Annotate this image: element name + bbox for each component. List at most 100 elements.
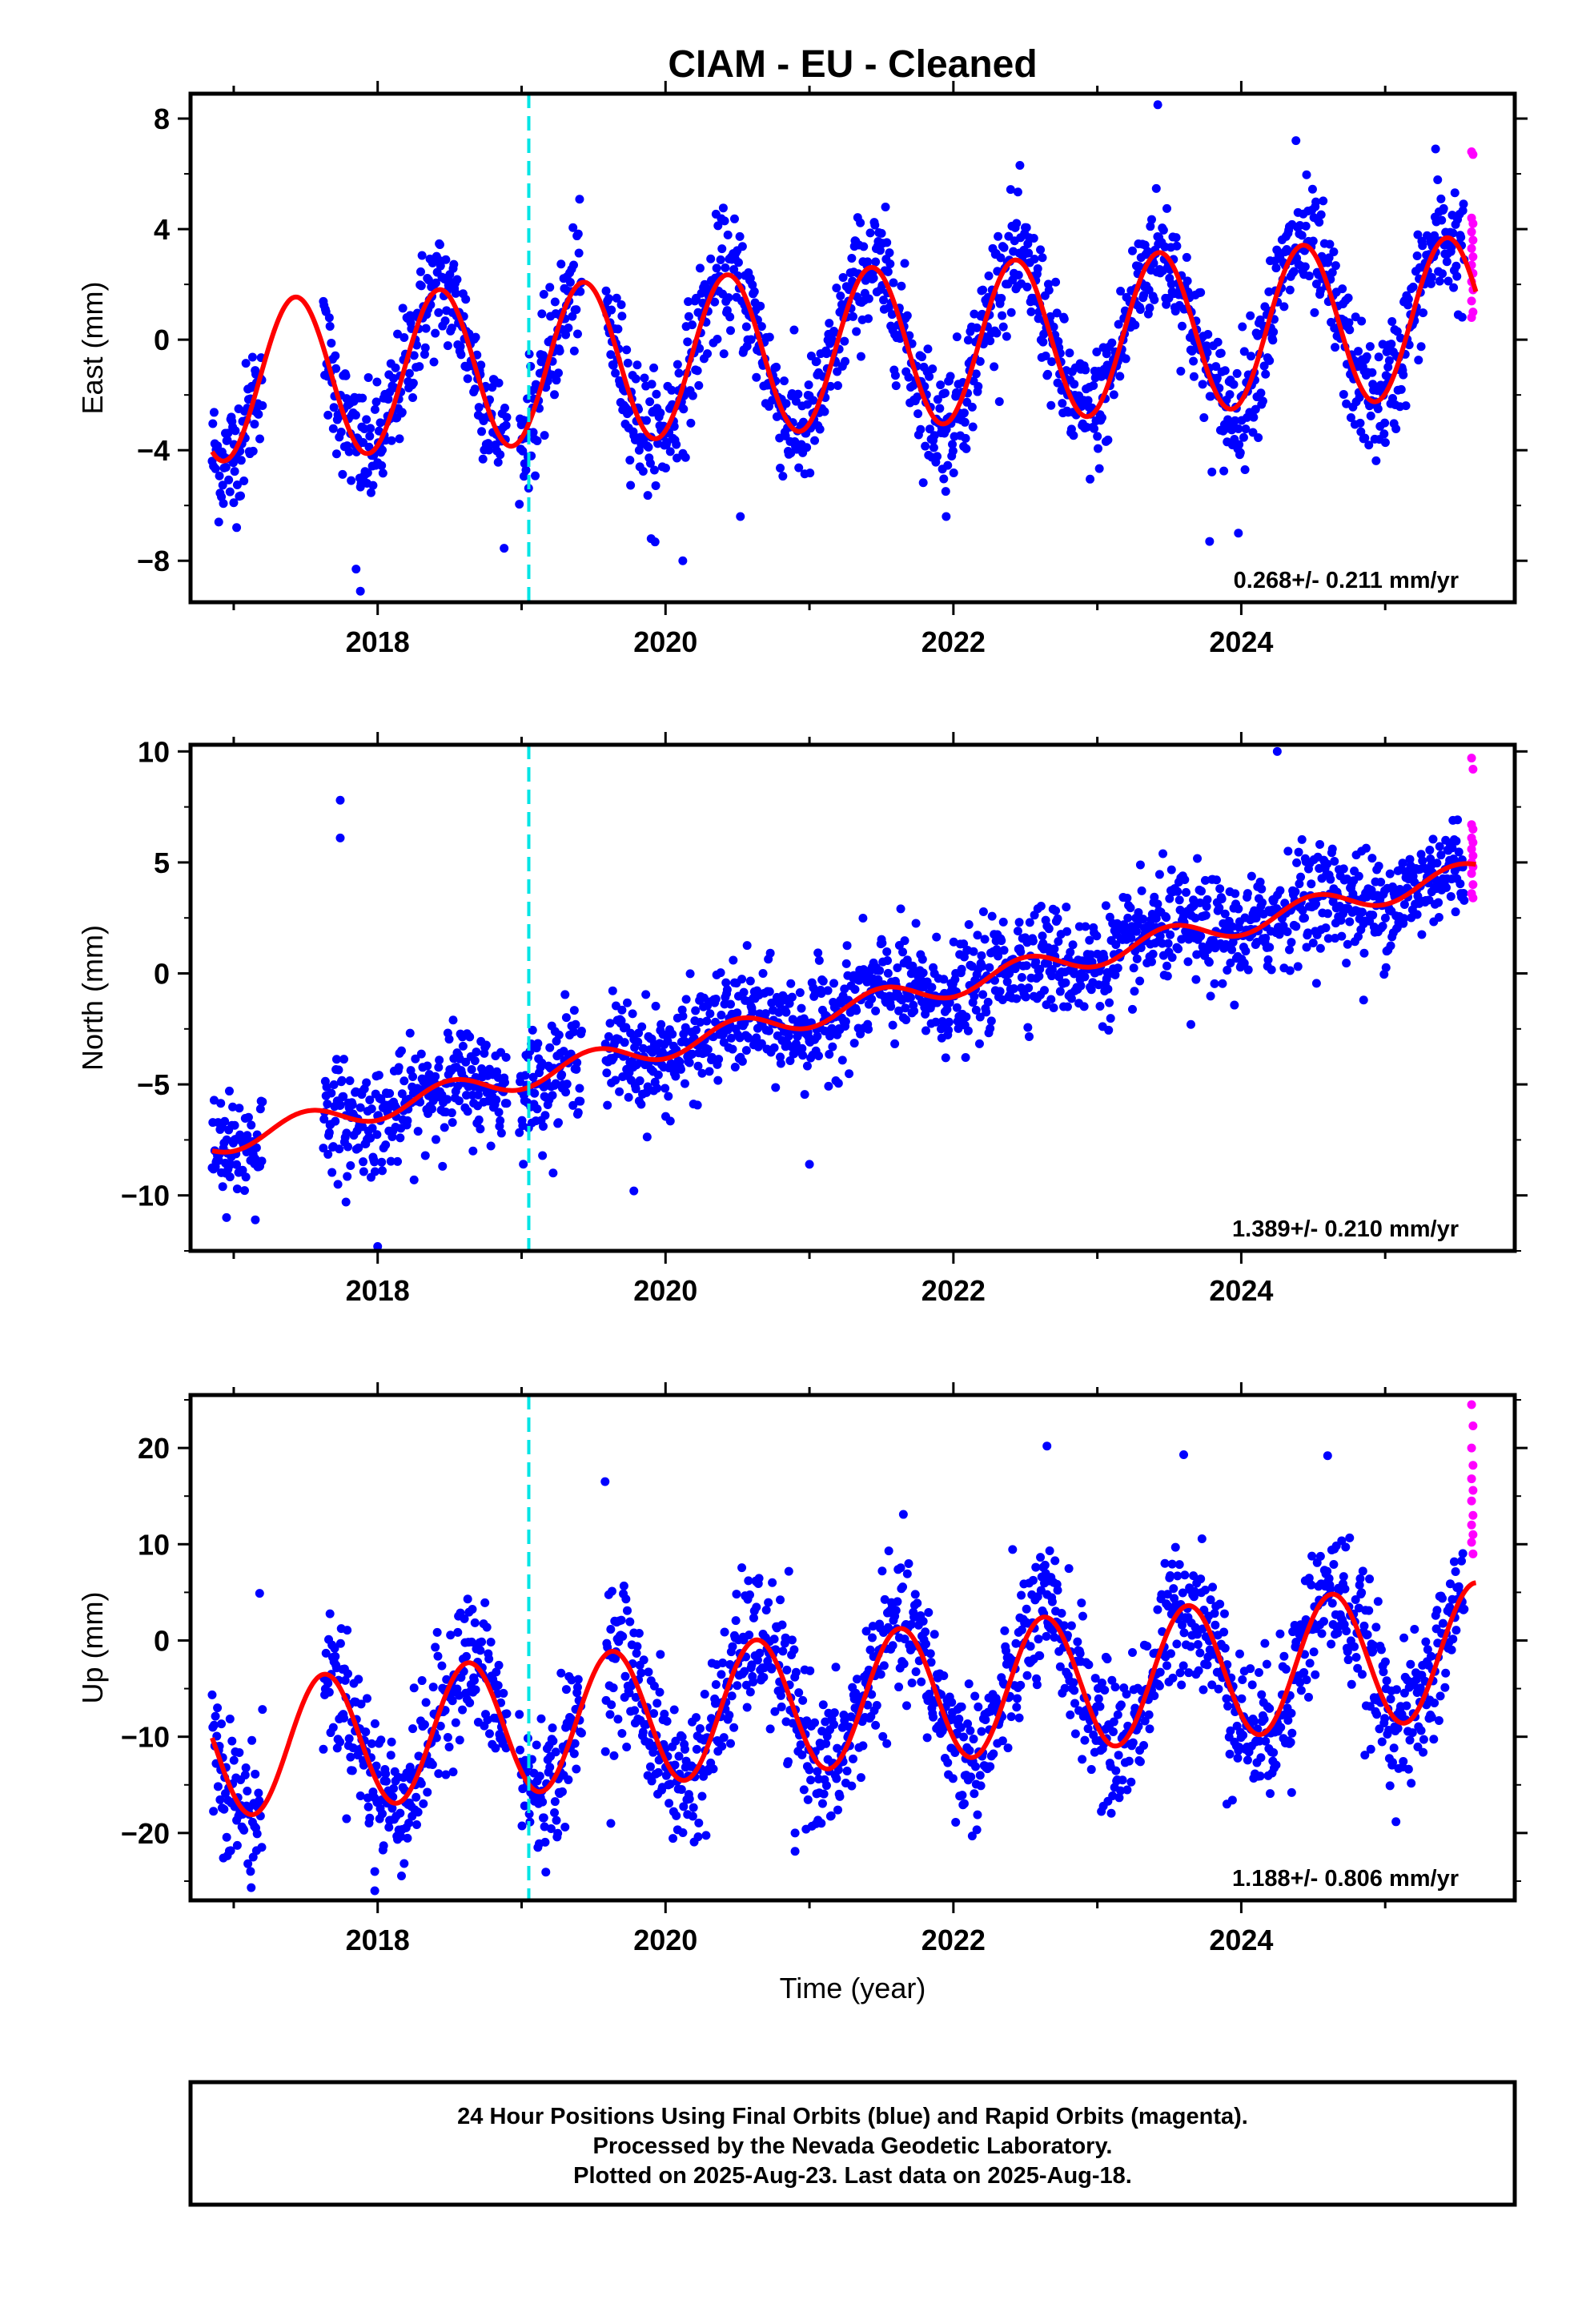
final-orbit-point [741, 322, 751, 332]
final-orbit-point [1109, 1727, 1118, 1736]
final-orbit-point [365, 432, 375, 441]
final-orbit-point [391, 363, 400, 372]
final-orbit-point [783, 1757, 793, 1767]
final-orbit-point [900, 259, 909, 268]
final-orbit-point [247, 1883, 256, 1892]
final-orbit-point [1430, 231, 1439, 240]
final-orbit-point [1365, 342, 1375, 352]
final-orbit-point [1443, 276, 1453, 286]
final-orbit-point [693, 1100, 702, 1110]
final-orbit-point [692, 1713, 701, 1723]
final-orbit-point [471, 1685, 480, 1695]
final-orbit-point [465, 1032, 475, 1042]
final-orbit-point [679, 404, 689, 414]
final-orbit-point [697, 1068, 707, 1078]
final-orbit-point [1231, 416, 1240, 425]
final-orbit-point [974, 1702, 983, 1711]
final-orbit-point [849, 1039, 859, 1048]
final-orbit-point [1057, 1609, 1066, 1618]
final-orbit-point [342, 1128, 351, 1138]
final-orbit-point [1021, 992, 1030, 1002]
final-orbit-point [354, 1143, 363, 1152]
final-orbit-point [395, 434, 404, 444]
final-orbit-point [1345, 325, 1355, 335]
final-orbit-point [651, 480, 661, 490]
final-orbit-point [841, 959, 851, 968]
final-orbit-point [576, 1096, 585, 1106]
final-orbit-point [1447, 843, 1457, 853]
final-orbit-point [387, 1803, 397, 1813]
final-orbit-point [423, 1787, 432, 1797]
y-tick-label: −4 [137, 434, 170, 467]
final-orbit-point [1150, 1691, 1159, 1701]
final-orbit-point [538, 1121, 548, 1131]
final-orbit-point [749, 1677, 758, 1687]
final-orbit-point [878, 1731, 888, 1741]
final-orbit-outlier [351, 565, 361, 574]
final-orbit-point [1442, 257, 1452, 267]
final-orbit-point [842, 941, 852, 951]
final-orbit-point [225, 1172, 235, 1182]
final-orbit-point [833, 1743, 842, 1753]
final-orbit-point [802, 1061, 812, 1071]
final-orbit-point [925, 372, 934, 381]
final-orbit-point [729, 1723, 739, 1732]
final-orbit-point [1162, 961, 1172, 971]
final-orbit-point [755, 1648, 765, 1658]
final-orbit-point [856, 1773, 865, 1783]
final-orbit-point [1097, 1679, 1106, 1688]
final-orbit-point [745, 976, 755, 986]
final-orbit-point [1089, 381, 1098, 391]
final-orbit-point [1068, 940, 1078, 950]
final-orbit-point [752, 1602, 761, 1612]
final-orbit-point [421, 324, 431, 333]
final-orbit-point [865, 1645, 875, 1655]
final-orbit-point [500, 1078, 510, 1088]
final-orbit-point [460, 1614, 469, 1623]
final-orbit-point [570, 1739, 580, 1748]
final-orbit-point [469, 1675, 479, 1685]
final-orbit-point [602, 1068, 612, 1078]
final-orbit-point [663, 1036, 673, 1046]
final-orbit-point [633, 1037, 643, 1047]
final-orbit-point [331, 364, 341, 373]
final-orbit-point [419, 1799, 428, 1808]
final-orbit-point [1124, 1756, 1134, 1766]
final-orbit-point [741, 1680, 751, 1690]
final-orbit-point [883, 267, 893, 276]
final-orbit-point [652, 1084, 662, 1093]
final-orbit-point [835, 1791, 845, 1801]
final-orbit-point [1127, 246, 1137, 255]
final-orbit-point [496, 450, 505, 460]
final-orbit-point [665, 1116, 675, 1126]
final-orbit-point [239, 1825, 249, 1835]
final-orbit-point [236, 456, 246, 465]
final-orbit-point [695, 263, 705, 273]
final-orbit-point [219, 1804, 229, 1814]
final-orbit-point [821, 1717, 830, 1727]
final-orbit-point [222, 1832, 231, 1842]
final-orbit-point [1047, 357, 1057, 367]
final-orbit-point [995, 987, 1005, 996]
final-orbit-point [209, 1720, 219, 1730]
final-orbit-point [431, 328, 440, 338]
final-orbit-point [1449, 283, 1459, 292]
final-orbit-point [569, 260, 579, 270]
final-orbit-point [1103, 984, 1113, 994]
final-orbit-point [898, 1582, 908, 1592]
final-orbit-point [641, 990, 651, 999]
final-orbit-point [1135, 1757, 1145, 1767]
final-orbit-point [971, 1005, 981, 1015]
final-orbit-point [784, 1566, 793, 1576]
final-orbit-point [396, 1872, 406, 1881]
final-orbit-point [435, 1055, 444, 1065]
final-orbit-point [431, 1135, 440, 1144]
final-orbit-point [455, 1735, 464, 1745]
final-orbit-point [381, 1140, 391, 1150]
final-orbit-point [765, 332, 774, 342]
final-orbit-point [476, 1124, 485, 1134]
final-orbit-point [732, 1590, 741, 1599]
final-orbit-point [520, 1801, 529, 1811]
final-orbit-point [654, 1755, 664, 1765]
final-orbit-point [1145, 1724, 1154, 1734]
